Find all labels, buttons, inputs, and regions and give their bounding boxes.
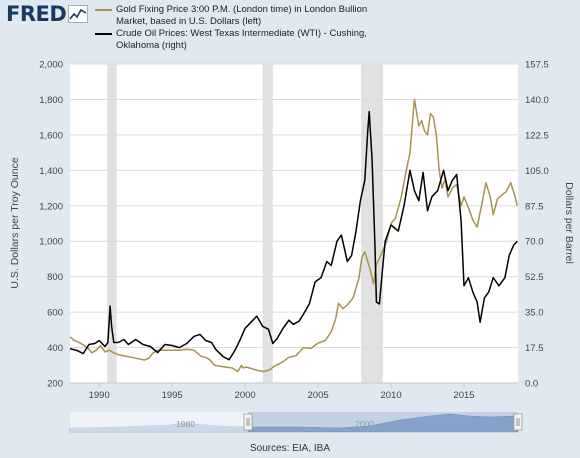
navigator-label-1980: 1980 bbox=[176, 419, 195, 429]
recession-band-0 bbox=[107, 64, 117, 383]
fred-logo[interactable]: FRED bbox=[6, 2, 67, 26]
right-tick-label: 105.0 bbox=[525, 166, 549, 177]
legend-item-gold: Gold Fixing Price 3:00 P.M. (London time… bbox=[94, 4, 384, 27]
grid-lines bbox=[70, 63, 518, 384]
left-axis-label: U.S. Dollars per Troy Ounce bbox=[9, 157, 21, 288]
navigator-handle-right[interactable] bbox=[513, 413, 523, 431]
oil-price-line bbox=[69, 110, 518, 361]
left-tick-label: 200 bbox=[47, 379, 63, 390]
right-tick-label: 70.0 bbox=[525, 237, 544, 248]
left-tick-label: 600 bbox=[47, 308, 63, 319]
left-tick-label: 1,400 bbox=[39, 166, 63, 177]
legend-label-gold: Gold Fixing Price 3:00 P.M. (London time… bbox=[116, 4, 368, 27]
navigator-handle-left[interactable] bbox=[243, 413, 253, 431]
right-tick-label: 140.0 bbox=[525, 95, 549, 106]
navigator-unselected bbox=[70, 412, 248, 432]
recession-band-2 bbox=[361, 64, 384, 383]
legend-item-oil: Crude Oil Prices: West Texas Intermediat… bbox=[94, 28, 384, 51]
x-tick-label: 1990 bbox=[89, 390, 110, 401]
range-navigator[interactable]: 1980 2000 bbox=[69, 412, 523, 433]
legend-label-oil: Crude Oil Prices: West Texas Intermediat… bbox=[116, 28, 367, 51]
gold-series bbox=[69, 98, 519, 373]
left-tick-label: 800 bbox=[47, 272, 63, 283]
gold-price-line bbox=[69, 98, 519, 373]
x-tick-label: 2015 bbox=[453, 390, 474, 401]
x-tick-label: 2000 bbox=[235, 390, 256, 401]
legend-swatch-gold bbox=[95, 9, 112, 11]
right-tick-label: 157.5 bbox=[525, 60, 549, 71]
legend-swatch-oil bbox=[95, 33, 112, 35]
left-tick-label: 1,600 bbox=[39, 130, 63, 141]
x-axis-ticks: 1990 1995 2000 2005 2010 2015 bbox=[89, 383, 475, 401]
right-axis-ticks: 0.0 17.5 35.0 52.5 70.0 87.5 105.0 122.5 140.0 15… bbox=[525, 60, 549, 390]
navigator-selected-range[interactable] bbox=[248, 412, 518, 432]
left-tick-label: 1,800 bbox=[39, 95, 63, 106]
x-tick-label: 2005 bbox=[308, 390, 329, 401]
left-axis-ticks: 200 400 600 800 1,000 1,200 1,400 1,600 1,800 2,0… bbox=[39, 60, 63, 390]
recession-band-1 bbox=[262, 64, 273, 383]
right-tick-label: 52.5 bbox=[525, 272, 544, 283]
right-tick-label: 0.0 bbox=[525, 379, 538, 390]
line-graph-icon bbox=[68, 5, 88, 23]
right-axis-label: Dollars per Barrel bbox=[563, 182, 575, 264]
oil-series bbox=[69, 110, 518, 361]
right-tick-label: 17.5 bbox=[525, 343, 544, 354]
x-tick-label: 1995 bbox=[162, 390, 183, 401]
x-tick-label: 2010 bbox=[380, 390, 401, 401]
right-tick-label: 122.5 bbox=[525, 130, 549, 141]
navigator-label-2000: 2000 bbox=[355, 419, 374, 429]
chart-legend: Gold Fixing Price 3:00 P.M. (London time… bbox=[94, 4, 384, 52]
source-text: Sources: EIA, IBA bbox=[249, 443, 331, 454]
left-tick-label: 1,200 bbox=[39, 201, 63, 212]
left-tick-label: 1,000 bbox=[39, 237, 63, 248]
right-tick-label: 35.0 bbox=[525, 308, 544, 319]
left-tick-label: 2,000 bbox=[39, 60, 63, 71]
left-tick-label: 400 bbox=[47, 343, 63, 354]
right-tick-label: 87.5 bbox=[525, 201, 544, 212]
plot-background bbox=[70, 64, 518, 383]
